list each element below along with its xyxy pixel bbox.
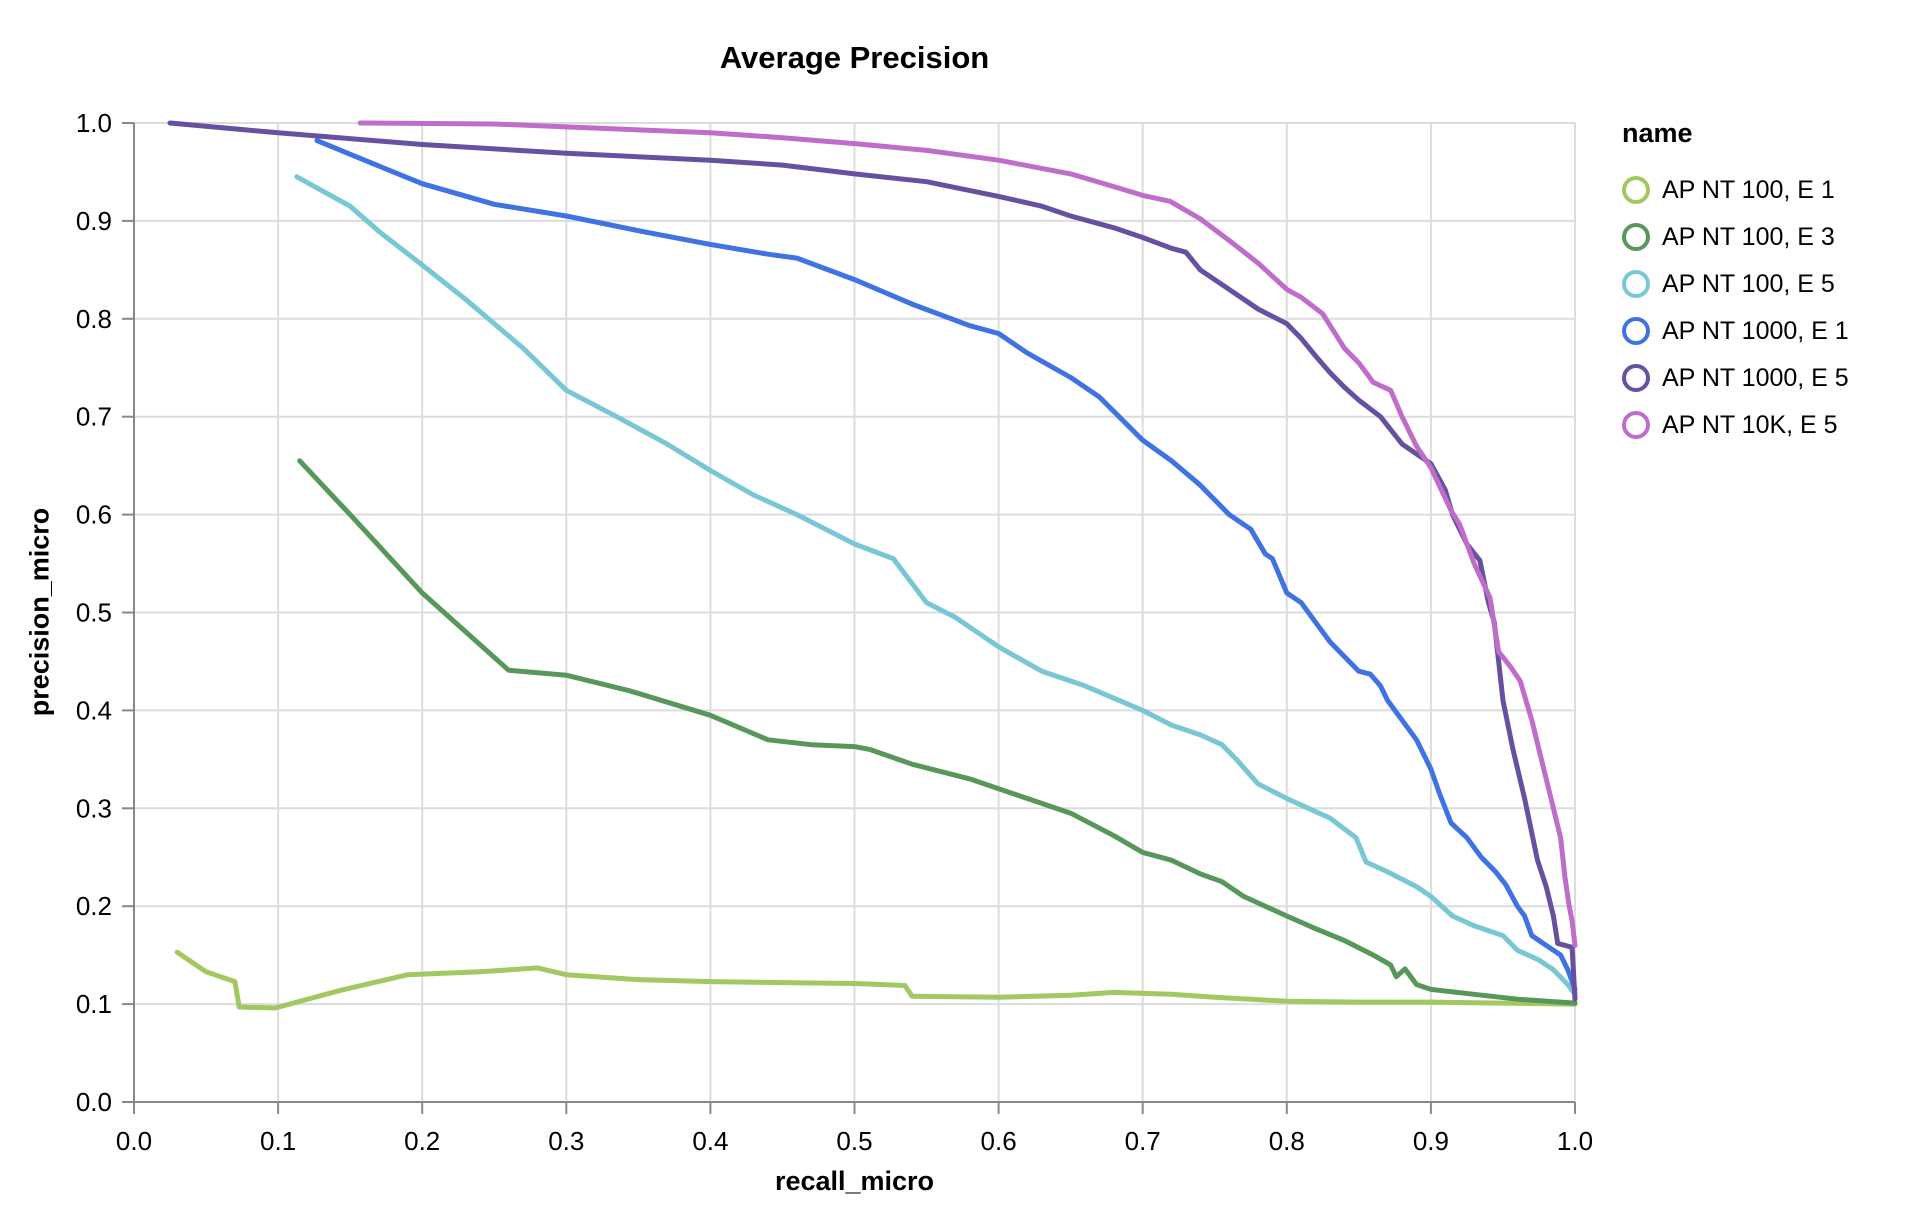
y-tick-label: 0.2 — [76, 891, 112, 921]
series-line-ap-nt-10k-e-5 — [357, 120, 1578, 948]
legend-title: name — [1622, 118, 1693, 148]
y-tick-label: 0.4 — [76, 695, 112, 725]
x-tick-label: 0.5 — [836, 1126, 872, 1156]
legend-item-label: AP NT 1000, E 5 — [1662, 363, 1849, 392]
x-tick-label: 0.7 — [1125, 1126, 1161, 1156]
series-line-ap-nt-100-e-3 — [297, 458, 1578, 1006]
y-tick-label: 0.5 — [76, 598, 112, 628]
y-tick-label: 0.1 — [76, 989, 112, 1019]
x-tick-label: 0.4 — [692, 1126, 728, 1156]
y-tick-label: 0.3 — [76, 793, 112, 823]
legend-swatch-icon — [1622, 223, 1650, 251]
y-tick-label: 0.0 — [76, 1087, 112, 1117]
x-tick-label: 0.8 — [1269, 1126, 1305, 1156]
legend-swatch-icon — [1622, 364, 1650, 392]
y-tick-label: 1.0 — [76, 108, 112, 138]
y-axis-title: precision_micro — [24, 507, 55, 717]
legend-item-label: AP NT 1000, E 1 — [1662, 316, 1849, 345]
legend-item-label: AP NT 100, E 1 — [1662, 175, 1835, 204]
legend-item-label: AP NT 100, E 3 — [1662, 222, 1835, 251]
x-tick-label: 0.2 — [404, 1126, 440, 1156]
legend-item-ap-nt-1000-e-5: AP NT 1000, E 5 — [1622, 363, 1849, 393]
x-tick-label: 0.6 — [981, 1126, 1017, 1156]
series-line-ap-nt-100-e-1 — [174, 949, 1578, 1011]
x-tick-label: 0.9 — [1413, 1126, 1449, 1156]
legend-item-ap-nt-100-e-3: AP NT 100, E 3 — [1622, 222, 1849, 252]
x-axis-title: recall_micro — [774, 1166, 935, 1196]
legend-item-ap-nt-100-e-1: AP NT 100, E 1 — [1622, 175, 1849, 205]
legend-item-label: AP NT 100, E 5 — [1662, 269, 1835, 298]
legend-swatch-icon — [1622, 317, 1650, 345]
y-tick-label: 0.9 — [76, 206, 112, 236]
legend-item-ap-nt-1000-e-1: AP NT 1000, E 1 — [1622, 316, 1849, 346]
legend-swatch-icon — [1622, 176, 1650, 204]
x-tick-label: 0.1 — [260, 1126, 296, 1156]
legend-swatch-icon — [1622, 270, 1650, 298]
y-tick-label: 0.6 — [76, 500, 112, 530]
y-tick-label: 0.7 — [76, 402, 112, 432]
chart-title: Average Precision — [719, 40, 990, 75]
series-line-ap-nt-1000-e-1 — [314, 138, 1578, 992]
legend-item-ap-nt-100-e-5: AP NT 100, E 5 — [1622, 269, 1849, 299]
x-tick-label: 1.0 — [1557, 1126, 1593, 1156]
x-tick-label: 0.3 — [548, 1126, 584, 1156]
legend: name AP NT 100, E 1 AP NT 100, E 3 AP NT 1… — [1622, 118, 1849, 457]
legend-items: AP NT 100, E 1 AP NT 100, E 3 AP NT 100, E… — [1622, 175, 1849, 440]
legend-swatch-icon — [1622, 411, 1650, 439]
series-line-ap-nt-100-e-5 — [294, 174, 1578, 997]
legend-item-label: AP NT 10K, E 5 — [1662, 410, 1838, 439]
y-tick-label: 0.8 — [76, 304, 112, 334]
series-line-ap-nt-1000-e-5 — [167, 120, 1578, 1002]
x-tick-label: 0.0 — [116, 1126, 152, 1156]
legend-item-ap-nt-10k-e-5: AP NT 10K, E 5 — [1622, 410, 1849, 440]
